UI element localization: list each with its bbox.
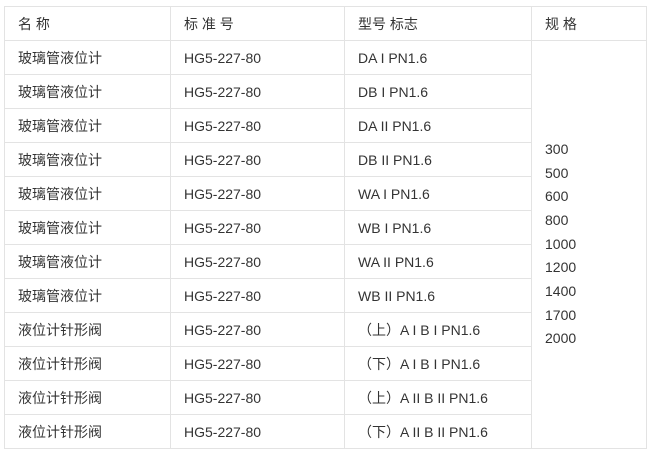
cell-name: 玻璃管液位计	[4, 142, 171, 177]
cell-standard: HG5-227-80	[170, 278, 345, 313]
cell-standard: HG5-227-80	[170, 346, 345, 381]
cell-standard: HG5-227-80	[170, 74, 345, 109]
cell-model: （下）A II B II PN1.6	[344, 414, 532, 449]
cell-name: 玻璃管液位计	[4, 244, 171, 279]
header-spec: 规 格	[531, 6, 647, 41]
spec-value: 1700	[545, 306, 577, 323]
table-row: 液位计针形阀 HG5-227-80 （下）A I B I PN1.6	[4, 346, 647, 381]
spec-table: 名 称 标 准 号 型号 标志 规 格 玻璃管液位计 HG5-227-80 DA…	[4, 6, 647, 449]
table-row: 玻璃管液位计 HG5-227-80 WA I PN1.6	[4, 176, 647, 211]
spec-value: 1400	[545, 283, 577, 300]
cell-standard: HG5-227-80	[170, 108, 345, 143]
cell-model: DB II PN1.6	[344, 142, 532, 177]
cell-standard: HG5-227-80	[170, 210, 345, 245]
cell-name: 液位计针形阀	[4, 312, 171, 347]
spec-value: 300	[545, 140, 569, 157]
cell-model: DB I PN1.6	[344, 74, 532, 109]
cell-name: 液位计针形阀	[4, 414, 171, 449]
header-name: 名 称	[4, 6, 171, 41]
table-row: 玻璃管液位计 HG5-227-80 DB II PN1.6	[4, 142, 647, 177]
header-row: 名 称 标 准 号 型号 标志 规 格	[4, 6, 647, 41]
cell-model: DA II PN1.6	[344, 108, 532, 143]
table-row: 液位计针形阀 HG5-227-80 （上）A II B II PN1.6	[4, 380, 647, 415]
product-spec-table: 名 称 标 准 号 型号 标志 规 格 玻璃管液位计 HG5-227-80 DA…	[4, 6, 647, 449]
spec-value: 1000	[545, 235, 577, 252]
cell-model: WA I PN1.6	[344, 176, 532, 211]
cell-standard: HG5-227-80	[170, 40, 345, 75]
spec-value: 800	[545, 211, 569, 228]
cell-name: 液位计针形阀	[4, 380, 171, 415]
spec-value: 2000	[545, 330, 577, 347]
table-row: 玻璃管液位计 HG5-227-80 WB II PN1.6	[4, 278, 647, 313]
cell-model: （上）A I B I PN1.6	[344, 312, 532, 347]
spec-value: 500	[545, 164, 569, 181]
cell-spec-merged: 300 500 600 800 1000 1200 1400 1700 2000	[531, 40, 647, 449]
cell-standard: HG5-227-80	[170, 244, 345, 279]
cell-name: 玻璃管液位计	[4, 210, 171, 245]
table-row: 液位计针形阀 HG5-227-80 （下）A II B II PN1.6	[4, 414, 647, 449]
cell-standard: HG5-227-80	[170, 176, 345, 211]
cell-model: WB I PN1.6	[344, 210, 532, 245]
header-model: 型号 标志	[344, 6, 532, 41]
table-row: 玻璃管液位计 HG5-227-80 DB I PN1.6	[4, 74, 647, 109]
cell-model: WB II PN1.6	[344, 278, 532, 313]
header-standard: 标 准 号	[170, 6, 345, 41]
table-row: 玻璃管液位计 HG5-227-80 DA I PN1.6 300 500 600…	[4, 40, 647, 449]
cell-name: 玻璃管液位计	[4, 74, 171, 109]
cell-name: 玻璃管液位计	[4, 278, 171, 313]
cell-name: 玻璃管液位计	[4, 40, 171, 75]
spec-value: 1200	[545, 259, 577, 276]
cell-name: 玻璃管液位计	[4, 108, 171, 143]
cell-standard: HG5-227-80	[170, 142, 345, 177]
cell-name: 玻璃管液位计	[4, 176, 171, 211]
cell-model: WA II PN1.6	[344, 244, 532, 279]
cell-standard: HG5-227-80	[170, 312, 345, 347]
spec-value-list: 300 500 600 800 1000 1200 1400 1700 2000	[533, 138, 646, 351]
cell-standard: HG5-227-80	[170, 380, 345, 415]
cell-model: （上）A II B II PN1.6	[344, 380, 532, 415]
table-row: 玻璃管液位计 HG5-227-80 WB I PN1.6	[4, 210, 647, 245]
cell-model: （下）A I B I PN1.6	[344, 346, 532, 381]
table-row: 液位计针形阀 HG5-227-80 （上）A I B I PN1.6	[4, 312, 647, 347]
cell-name: 液位计针形阀	[4, 346, 171, 381]
table-row: 玻璃管液位计 HG5-227-80 DA II PN1.6	[4, 108, 647, 143]
cell-standard: HG5-227-80	[170, 414, 345, 449]
spec-value: 600	[545, 188, 569, 205]
cell-model: DA I PN1.6	[344, 40, 532, 75]
